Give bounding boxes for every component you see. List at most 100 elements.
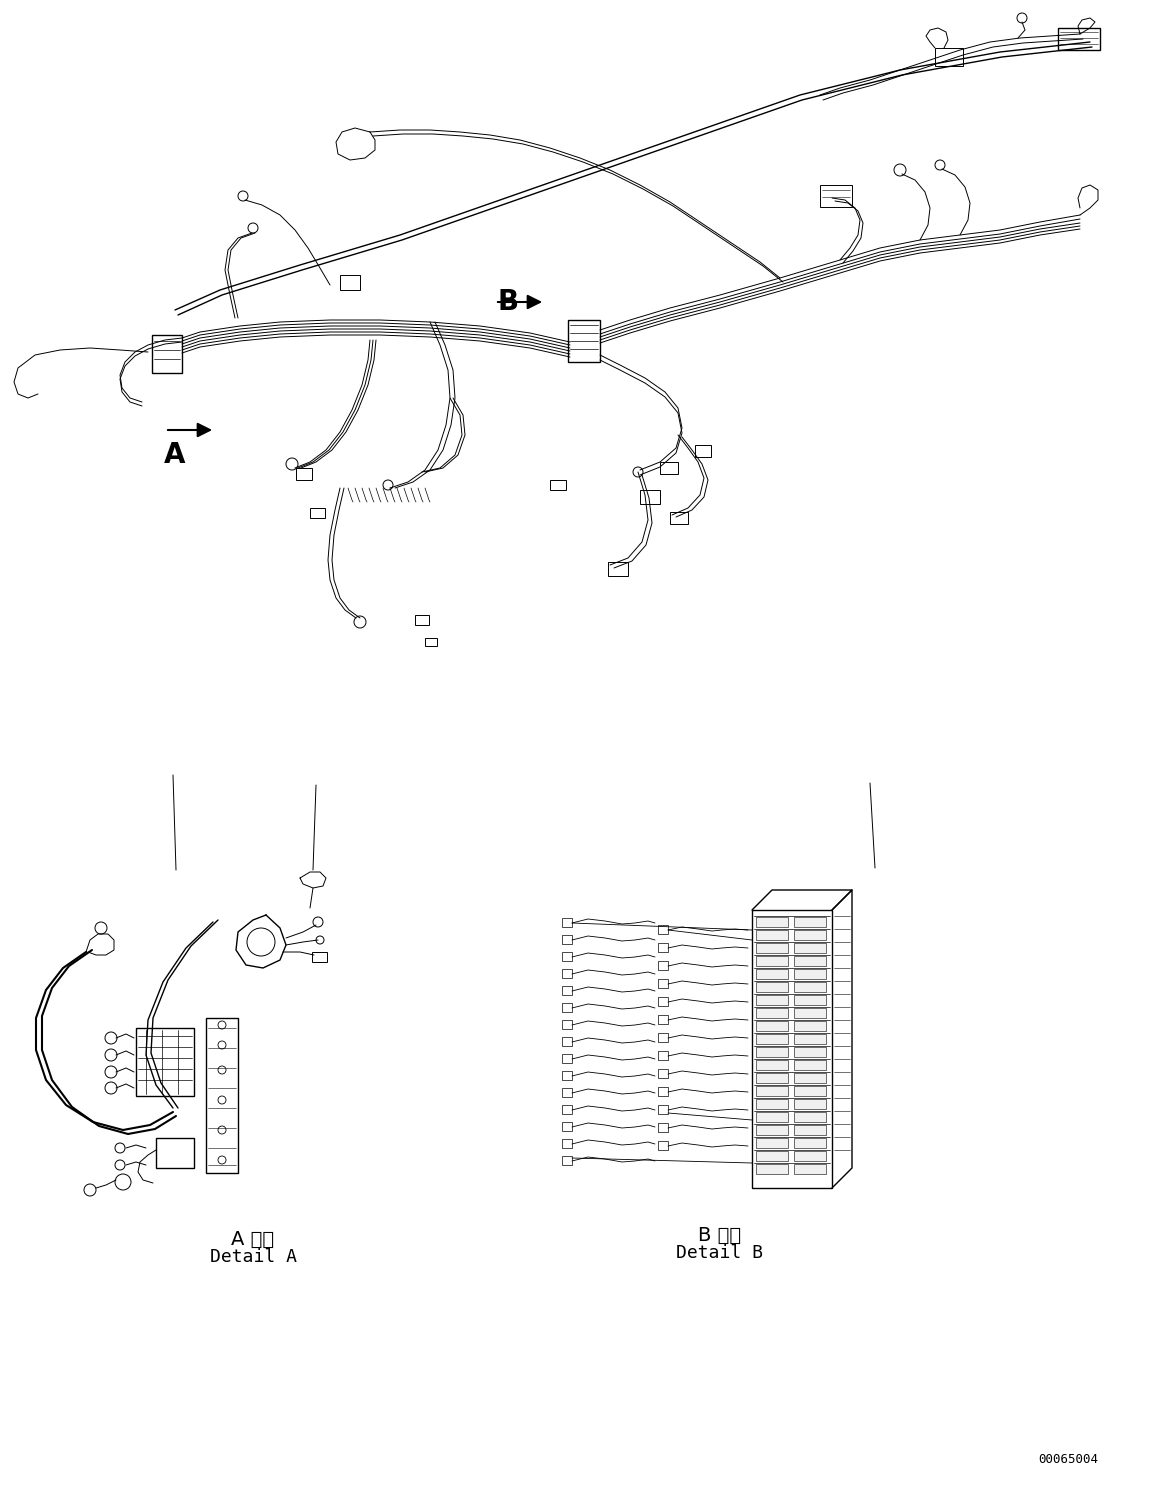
Bar	[935, 48, 963, 65]
Bar	[658, 1051, 668, 1059]
Circle shape	[105, 1049, 117, 1061]
Bar	[794, 1048, 826, 1056]
Circle shape	[84, 1184, 97, 1196]
Bar	[794, 1125, 826, 1135]
Circle shape	[894, 164, 906, 176]
Bar	[658, 997, 668, 1006]
Bar	[794, 1138, 826, 1149]
Bar	[562, 1106, 572, 1115]
Bar	[794, 955, 826, 966]
Bar	[756, 1048, 789, 1056]
Bar	[670, 512, 688, 524]
Text: Detail A: Detail A	[209, 1248, 297, 1266]
Bar	[756, 995, 789, 1004]
Circle shape	[217, 1021, 226, 1030]
Circle shape	[247, 929, 274, 955]
Bar	[756, 917, 789, 927]
Bar	[794, 1112, 826, 1122]
Bar	[756, 930, 789, 940]
Bar	[794, 982, 826, 992]
Bar	[794, 1021, 826, 1031]
Bar	[658, 979, 668, 988]
Bar	[658, 943, 668, 952]
Bar	[206, 1018, 238, 1173]
Text: A: A	[164, 440, 186, 469]
Bar	[562, 918, 572, 927]
Bar	[794, 1164, 826, 1174]
Bar	[562, 1122, 572, 1131]
Bar	[1058, 28, 1100, 51]
Text: B 詳細: B 詳細	[699, 1226, 742, 1245]
Bar	[820, 185, 852, 207]
Bar	[562, 1088, 572, 1097]
Bar	[658, 1068, 668, 1077]
Bar	[562, 969, 572, 978]
Bar	[794, 943, 826, 952]
Bar	[297, 469, 312, 481]
Circle shape	[935, 161, 946, 170]
Circle shape	[383, 481, 393, 490]
Bar	[756, 943, 789, 952]
Circle shape	[105, 1082, 117, 1094]
Text: A 詳細: A 詳細	[231, 1231, 274, 1248]
Bar	[756, 1086, 789, 1097]
Bar	[794, 1059, 826, 1070]
Circle shape	[217, 1097, 226, 1104]
Bar	[756, 955, 789, 966]
Bar	[658, 961, 668, 970]
Bar	[152, 335, 181, 373]
Bar	[794, 930, 826, 940]
Text: B: B	[498, 289, 519, 315]
Bar	[659, 461, 678, 475]
Bar	[794, 1007, 826, 1018]
Bar	[415, 615, 429, 625]
Bar	[658, 1123, 668, 1132]
Circle shape	[1016, 13, 1027, 22]
Bar	[562, 1037, 572, 1046]
Circle shape	[248, 223, 258, 234]
Bar	[756, 1059, 789, 1070]
Bar	[756, 1073, 789, 1083]
Bar	[562, 934, 572, 943]
Bar	[794, 917, 826, 927]
Circle shape	[238, 190, 248, 201]
Bar	[756, 1152, 789, 1161]
Bar	[608, 562, 628, 576]
Circle shape	[633, 467, 643, 478]
Text: 00065004: 00065004	[1039, 1452, 1098, 1466]
Bar	[794, 1034, 826, 1045]
Bar	[658, 926, 668, 934]
Bar	[756, 969, 789, 979]
Bar	[562, 1156, 572, 1165]
Bar	[562, 1138, 572, 1149]
Bar	[794, 1086, 826, 1097]
Bar	[756, 1164, 789, 1174]
Bar	[756, 1021, 789, 1031]
Circle shape	[115, 1161, 124, 1170]
Bar	[794, 995, 826, 1004]
Bar	[640, 490, 659, 504]
Circle shape	[105, 1033, 117, 1045]
Bar	[562, 987, 572, 995]
Bar	[568, 320, 600, 362]
Circle shape	[217, 1065, 226, 1074]
Bar	[794, 1152, 826, 1161]
Circle shape	[217, 1042, 226, 1049]
Bar	[312, 952, 327, 963]
Bar	[756, 1125, 789, 1135]
Bar	[794, 969, 826, 979]
Bar	[752, 911, 832, 1187]
Bar	[658, 1141, 668, 1150]
Bar	[562, 1054, 572, 1062]
Bar	[562, 1019, 572, 1030]
Bar	[550, 481, 566, 490]
Bar	[340, 275, 361, 290]
Bar	[658, 1033, 668, 1042]
Bar	[794, 1100, 826, 1109]
Bar	[658, 1106, 668, 1115]
Text: Detail B: Detail B	[677, 1244, 763, 1262]
Bar	[562, 1071, 572, 1080]
Bar	[562, 952, 572, 961]
Bar	[562, 1003, 572, 1012]
Bar	[756, 1007, 789, 1018]
